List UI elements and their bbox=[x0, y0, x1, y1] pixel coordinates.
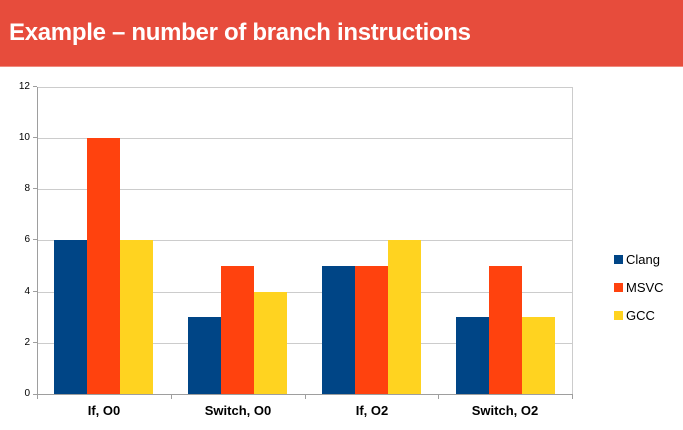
y-axis-tick-label: 8 bbox=[24, 183, 30, 194]
bar-gcc bbox=[388, 240, 421, 394]
bar-clang bbox=[456, 317, 489, 394]
bar-clang bbox=[322, 266, 355, 394]
x-axis-tick bbox=[572, 395, 573, 399]
y-axis-tick-label: 6 bbox=[24, 234, 30, 245]
bar-clang bbox=[188, 317, 221, 394]
y-axis-tick-label: 12 bbox=[18, 81, 30, 92]
x-axis-line bbox=[33, 394, 573, 395]
slide-title-bar: Example – number of branch instructions bbox=[0, 0, 683, 67]
legend-label: GCC bbox=[626, 308, 655, 323]
y-axis-tick-label: 10 bbox=[18, 132, 30, 143]
x-axis-tick bbox=[305, 395, 306, 399]
bar-msvc bbox=[355, 266, 388, 394]
y-axis-tick bbox=[33, 291, 37, 292]
gridline bbox=[37, 87, 572, 88]
gridline bbox=[37, 189, 572, 190]
msvc-swatch bbox=[614, 283, 623, 292]
y-axis-tick bbox=[33, 137, 37, 138]
legend-label: Clang bbox=[626, 252, 660, 267]
bar-chart: 0 2 4 6 8 10 12 If, O0 Switch, O0 If, O2 Switch, O… bbox=[0, 67, 683, 430]
gridline bbox=[37, 292, 572, 293]
y-axis-tick-label: 4 bbox=[24, 286, 30, 297]
x-axis-tick bbox=[438, 395, 439, 399]
y-axis-tick-label: 0 bbox=[24, 388, 30, 399]
legend-item: MSVC bbox=[614, 281, 664, 294]
bar-msvc bbox=[489, 266, 522, 394]
plot-area bbox=[37, 87, 572, 394]
y-axis-line bbox=[37, 87, 38, 395]
x-axis-tick bbox=[171, 395, 172, 399]
bar-msvc bbox=[87, 138, 120, 394]
bar-gcc bbox=[522, 317, 555, 394]
gridline bbox=[37, 138, 572, 139]
x-axis-category-label: Switch, O0 bbox=[204, 403, 272, 418]
x-axis-category-label: If, O0 bbox=[87, 403, 121, 418]
legend-item: Clang bbox=[614, 253, 664, 266]
clang-swatch bbox=[614, 255, 623, 264]
gridline bbox=[37, 343, 572, 344]
gridline bbox=[37, 240, 572, 241]
y-axis-tick bbox=[33, 86, 37, 87]
x-axis-tick bbox=[37, 395, 38, 399]
plot-right-border bbox=[572, 87, 573, 394]
x-axis-category-label: Switch, O2 bbox=[471, 403, 539, 418]
bar-gcc bbox=[120, 240, 153, 394]
legend-label: MSVC bbox=[626, 280, 664, 295]
bar-msvc bbox=[221, 266, 254, 394]
y-axis-tick bbox=[33, 188, 37, 189]
legend-item: GCC bbox=[614, 309, 664, 322]
x-axis-category-label: If, O2 bbox=[355, 403, 389, 418]
slide-title: Example – number of branch instructions bbox=[9, 19, 471, 46]
y-axis-tick-label: 2 bbox=[24, 337, 30, 348]
y-axis-tick bbox=[33, 239, 37, 240]
gcc-swatch bbox=[614, 311, 623, 320]
y-axis-tick bbox=[33, 342, 37, 343]
bar-clang bbox=[54, 240, 87, 394]
legend: Clang MSVC GCC bbox=[614, 253, 664, 337]
bar-gcc bbox=[254, 292, 287, 394]
